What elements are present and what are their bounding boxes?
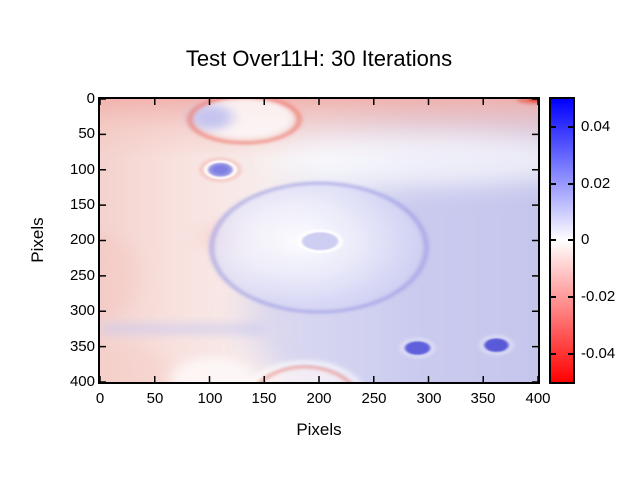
y-tick-label: 400	[69, 373, 95, 390]
y-axis-label: Pixels	[28, 217, 47, 263]
x-axis-label: Pixels	[296, 420, 342, 439]
y-tick-label: 150	[69, 196, 95, 213]
heatmap-bottom-blue-blobs	[400, 335, 513, 358]
colorbar-tick-label: 0.04	[581, 118, 611, 135]
plot-area	[98, 97, 540, 384]
x-tick-label: 350	[470, 390, 496, 407]
colorbar-tick	[551, 296, 556, 298]
y-tick-label: 250	[69, 267, 95, 284]
heatmap-top-red-ring	[187, 99, 302, 145]
chart-title: Test Over11H: 30 Iterations	[185, 46, 453, 71]
colorbar-tick	[551, 353, 556, 355]
y-tick-label: 100	[69, 161, 95, 178]
y-tick-label: 50	[78, 125, 95, 142]
colorbar-tick	[568, 353, 573, 355]
heatmap-bottom-red-arc	[171, 357, 360, 382]
heatmap-small-blue-ellipse	[200, 158, 241, 182]
x-tick-label: 250	[361, 390, 387, 407]
colorbar	[549, 97, 575, 384]
colorbar-tick	[551, 126, 556, 128]
heatmap-central-white-ring	[297, 229, 343, 253]
axis-tick-marks	[100, 99, 538, 382]
colorbar-tick-label: -0.04	[581, 345, 616, 362]
colorbar-tick	[568, 126, 573, 128]
y-tick-label: 350	[69, 338, 95, 355]
y-tick-label: 300	[69, 302, 95, 319]
y-tick-label: 200	[69, 231, 95, 248]
x-tick-label: 50	[146, 390, 164, 407]
colorbar-tick-label: 0	[581, 231, 590, 248]
colorbar-tick-label: 0.02	[581, 175, 611, 192]
x-tick-label: 200	[306, 390, 332, 407]
x-tick-label: 300	[416, 390, 442, 407]
colorbar-tick	[568, 296, 573, 298]
x-tick-label: 400	[525, 390, 551, 407]
colorbar-tick-label: -0.02	[581, 288, 616, 305]
colorbar-tick	[551, 183, 556, 185]
x-tick-label: 150	[251, 390, 277, 407]
y-tick-label: 0	[86, 90, 95, 107]
x-tick-label: 0	[95, 390, 105, 407]
heatmap-image	[100, 99, 538, 382]
colorbar-tick	[551, 239, 556, 241]
colorbar-tick	[568, 239, 573, 241]
colorbar-tick	[568, 183, 573, 185]
x-tick-label: 100	[197, 390, 223, 407]
